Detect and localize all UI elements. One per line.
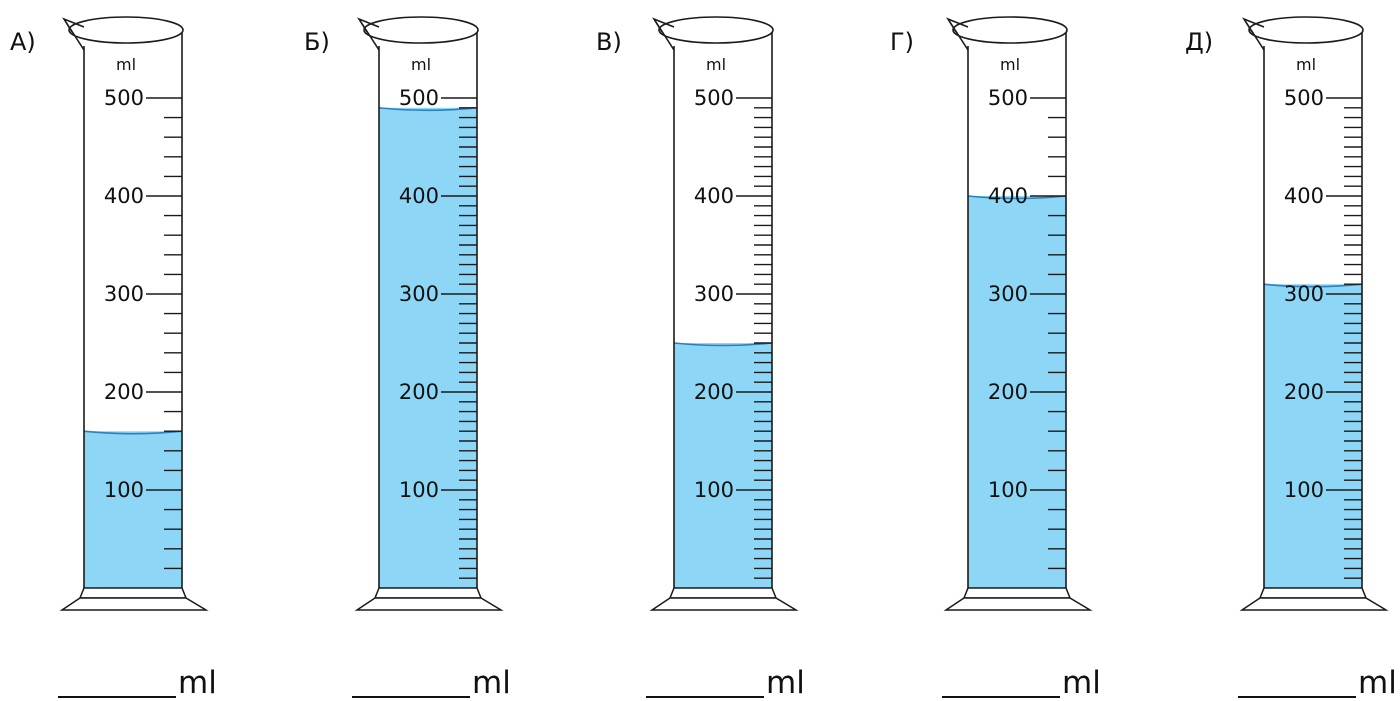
- tick-label: 200: [104, 380, 144, 404]
- liquid-fill: [379, 107, 477, 589]
- pour-spout: [357, 17, 380, 51]
- tick-label: 300: [1284, 282, 1324, 306]
- tick-label: 200: [399, 380, 439, 404]
- tick-label: 400: [399, 184, 439, 208]
- answer-field-1[interactable]: ml: [58, 662, 217, 701]
- option-label: А): [10, 28, 36, 56]
- base-foot: [649, 597, 799, 611]
- tick-label: 200: [694, 380, 734, 404]
- tube-rim: [658, 16, 774, 44]
- answer-blank-line[interactable]: [942, 666, 1060, 698]
- base-collar: [1258, 587, 1368, 599]
- base-foot: [943, 597, 1093, 611]
- answer-field-4[interactable]: ml: [942, 662, 1101, 701]
- option-label: В): [596, 28, 622, 56]
- cylinder-1: ml 500 400 300 200 100 А): [10, 16, 209, 611]
- tube-rim: [952, 16, 1068, 44]
- answer-field-5[interactable]: ml: [1238, 662, 1397, 701]
- answer-field-3[interactable]: ml: [646, 662, 805, 701]
- tube-unit-label: ml: [1000, 55, 1020, 74]
- liquid-fill: [1264, 284, 1362, 588]
- tick-label: 500: [1284, 86, 1324, 110]
- answer-blank-line[interactable]: [352, 666, 470, 698]
- tick-label: 300: [104, 282, 144, 306]
- base-foot: [354, 597, 504, 611]
- answer-unit-label: ml: [1062, 665, 1101, 701]
- base-collar: [962, 587, 1072, 599]
- meniscus-line: [83, 430, 183, 435]
- tick-label: 100: [104, 478, 144, 502]
- base-collar: [78, 587, 188, 599]
- answer-blank-line[interactable]: [646, 666, 764, 698]
- tick-label: 200: [1284, 380, 1324, 404]
- option-label: Д): [1185, 28, 1213, 56]
- meniscus-line: [967, 195, 1067, 200]
- tick-label: 300: [694, 282, 734, 306]
- cylinder-3: ml 500 400 300 200 100 В): [596, 16, 799, 611]
- cylinder-5: ml 500 400 300 200 100 Д): [1185, 16, 1389, 611]
- tube-rim: [1248, 16, 1364, 44]
- answer-unit-label: ml: [766, 665, 805, 701]
- base-collar: [668, 587, 778, 599]
- answer-unit-label: ml: [178, 665, 217, 701]
- tick-label: 100: [1284, 478, 1324, 502]
- pour-spout: [62, 17, 85, 51]
- tick-label: 200: [988, 380, 1028, 404]
- answer-unit-label: ml: [472, 665, 511, 701]
- cylinder-2: ml 500 400 300 200 100 Б): [304, 16, 504, 611]
- pour-spout: [1242, 17, 1265, 51]
- tick-label: 100: [399, 478, 439, 502]
- meniscus-line: [378, 107, 478, 112]
- base-foot: [1239, 597, 1389, 611]
- option-label: Б): [304, 28, 330, 56]
- tick-label: 500: [988, 86, 1028, 110]
- tick-label: 500: [694, 86, 734, 110]
- tick-label: 400: [1284, 184, 1324, 208]
- tick-label: 500: [104, 86, 144, 110]
- tube-unit-label: ml: [116, 55, 136, 74]
- meniscus-line: [1263, 283, 1363, 288]
- tube-rim: [68, 16, 184, 44]
- tube-unit-label: ml: [411, 55, 431, 74]
- pour-spout: [946, 17, 969, 51]
- answer-blank-line[interactable]: [58, 666, 176, 698]
- tube-unit-label: ml: [1296, 55, 1316, 74]
- answer-blank-line[interactable]: [1238, 666, 1356, 698]
- tick-label: 300: [988, 282, 1028, 306]
- base-collar: [373, 587, 483, 599]
- tick-label: 100: [988, 478, 1028, 502]
- tube-rim: [363, 16, 479, 44]
- liquid-fill: [674, 343, 772, 588]
- tick-label: 400: [104, 184, 144, 208]
- tick-label: 400: [694, 184, 734, 208]
- answer-unit-label: ml: [1358, 665, 1397, 701]
- tick-label: 300: [399, 282, 439, 306]
- answer-field-2[interactable]: ml: [352, 662, 511, 701]
- base-foot: [59, 597, 209, 611]
- meniscus-line: [673, 342, 773, 347]
- tube-unit-label: ml: [706, 55, 726, 74]
- tick-label: 400: [988, 184, 1028, 208]
- option-label: Г): [890, 28, 914, 56]
- tick-label: 500: [399, 86, 439, 110]
- cylinder-4: ml 500 400 300 200 100 Г): [890, 16, 1093, 611]
- pour-spout: [652, 17, 675, 51]
- tick-label: 100: [694, 478, 734, 502]
